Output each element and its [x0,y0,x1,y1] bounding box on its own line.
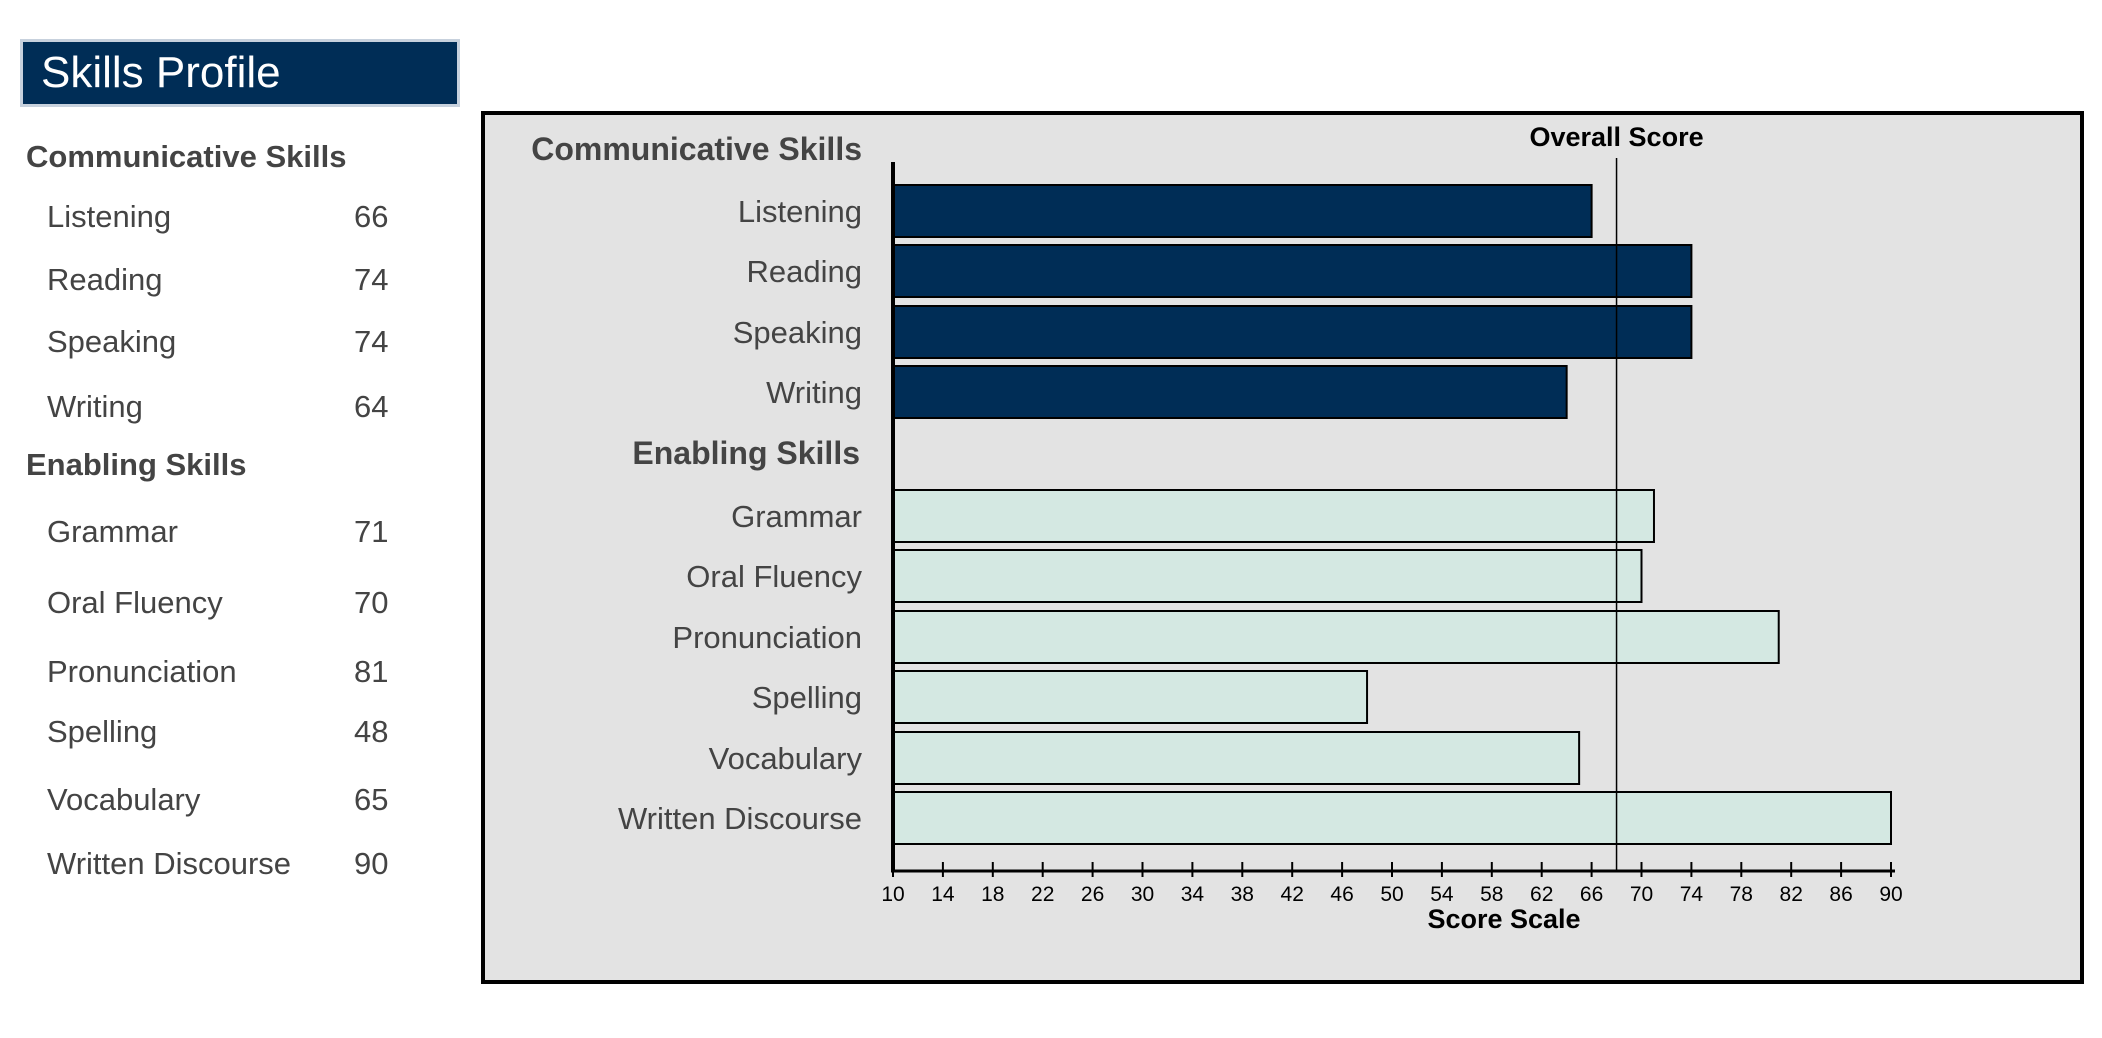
x-tick-label-58: 58 [1480,883,1503,906]
x-tick-label-42: 42 [1281,883,1304,906]
summary-label-pronunciation: Pronunciation [47,654,237,689]
ticks-layer: 10 14 18 22 26 30 34 38 42 46 50 54 58 62 66 70 74 78 82 86… [881,862,1903,906]
x-tick-label-90: 90 [1879,883,1902,906]
summary-value-pronunciation: 81 [354,654,389,689]
group-heading-enabling: Enabling Skills [632,435,860,471]
x-tick-label-22: 22 [1031,883,1054,906]
x-tick-label-70: 70 [1630,883,1653,906]
summary-value-oral-fluency: 70 [354,585,389,620]
summary-value-vocabulary: 65 [354,782,389,817]
page-title: Skills Profile [41,48,281,97]
bar-spelling [892,670,1369,724]
x-tick-label-34: 34 [1181,883,1205,906]
x-tick-label-82: 82 [1780,883,1803,906]
x-tick-label-78: 78 [1730,883,1753,906]
summary-label-listening: Listening [47,199,172,234]
summary-label-reading: Reading [47,262,163,297]
category-label-grammar: Grammar [731,499,862,534]
bar-reading [892,244,1693,298]
summary-label-speaking: Speaking [47,324,177,359]
x-tick-label-86: 86 [1829,883,1852,906]
title-banner: Skills Profile [20,39,460,107]
category-label-written-discourse: Written Discourse [618,801,862,836]
bar-listening [892,184,1593,238]
category-label-spelling: Spelling [752,680,862,715]
bar-grammar [892,489,1655,543]
x-tick-label-18: 18 [981,883,1004,906]
chart-frame [481,111,2084,984]
bar-pronunciation [892,610,1780,664]
enabling-skills-heading: Enabling Skills [26,447,247,482]
summary-label-written-discourse: Written Discourse [47,846,292,881]
x-tick-label-14: 14 [931,883,955,906]
x-tick-label-30: 30 [1131,883,1154,906]
summary-value-grammar: 71 [354,514,389,549]
category-label-writing: Writing [766,375,862,410]
summary-label-spelling: Spelling [47,714,158,749]
labels-layer: Listening Reading Speaking Writing Grammar Or… [618,194,863,836]
category-label-oral-fluency: Oral Fluency [686,559,862,594]
bars-layer [892,184,1892,845]
summary-label-vocabulary: Vocabulary [47,782,201,817]
x-tick-label-66: 66 [1580,883,1603,906]
summary-value-written-discourse: 90 [354,846,389,881]
summary-value-writing: 64 [354,389,389,424]
bar-oral-fluency [892,549,1643,603]
x-tick-label-26: 26 [1081,883,1104,906]
x-tick-label-62: 62 [1530,883,1553,906]
communicative-skills-heading: Communicative Skills [26,139,347,174]
category-label-listening: Listening [738,194,862,229]
category-label-vocabulary: Vocabulary [709,741,863,776]
bar-vocabulary [892,731,1581,785]
x-tick-label-38: 38 [1231,883,1254,906]
summary-value-spelling: 48 [354,714,389,749]
category-label-speaking: Speaking [733,315,862,350]
summary-value-listening: 66 [354,199,389,234]
category-label-pronunciation: Pronunciation [672,620,862,655]
summary-label-writing: Writing [47,389,143,424]
category-label-reading: Reading [747,254,862,289]
group-heading-communicative: Communicative Skills [531,131,862,167]
summary-value-reading: 74 [354,262,389,297]
x-tick-label-74: 74 [1680,883,1704,906]
x-tick-label-54: 54 [1430,883,1454,906]
overall-score-label: Overall Score [1529,122,1703,152]
summary-label-oral-fluency: Oral Fluency [47,585,223,620]
summary-value-speaking: 74 [354,324,389,359]
x-tick-label-10: 10 [881,883,904,906]
x-tick-label-50: 50 [1380,883,1403,906]
bar-writing [892,365,1568,419]
bar-written-discourse [892,791,1892,845]
summary-label-grammar: Grammar [47,514,178,549]
bar-speaking [892,305,1693,359]
x-tick-label-46: 46 [1330,883,1353,906]
x-axis-title: Score Scale [1427,904,1580,934]
